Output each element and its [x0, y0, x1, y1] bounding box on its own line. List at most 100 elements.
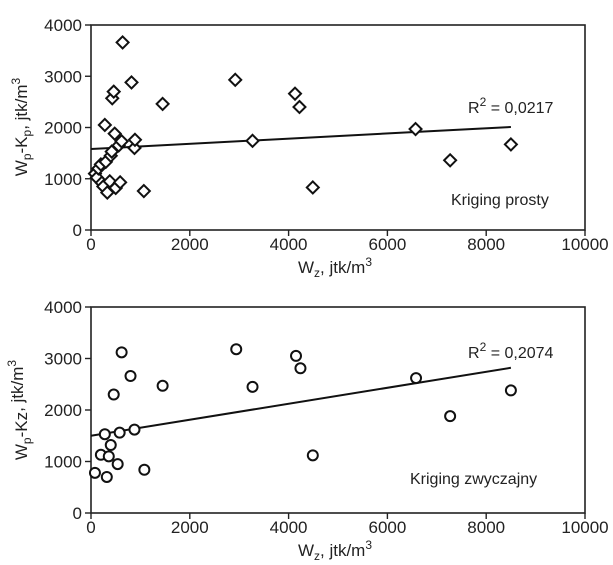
data-point-diamond [115, 35, 131, 50]
data-point-circle [290, 349, 303, 362]
y-tick-label: 1000 [44, 170, 82, 189]
y-tick-labels: 0 1000 2000 3000 4000 [44, 16, 82, 240]
data-point-diamond [114, 133, 130, 149]
data-point-circle [111, 458, 124, 471]
x-tick-label: 10000 [561, 518, 608, 537]
data-point-circle [100, 470, 113, 483]
r-squared-exponent: 2 [480, 95, 487, 109]
y-tick-label: 4000 [44, 298, 82, 317]
x-tick-label: 2000 [171, 518, 209, 537]
data-point-circle [102, 450, 115, 463]
data-point-diamond [112, 174, 128, 190]
x-tick-label: 8000 [467, 518, 505, 537]
data-point-diamond [106, 84, 122, 100]
x-axis-label: Wz, jtk/m3 [298, 538, 372, 560]
data-point-diamond [124, 74, 139, 90]
y-tick-label: 0 [73, 504, 82, 523]
data-point-circle [138, 463, 151, 476]
data-point-circle [156, 379, 169, 392]
y-axis-label-mid: -Kz [12, 412, 31, 438]
r-squared-exponent: 2 [480, 340, 487, 354]
data-point-diamond [136, 183, 152, 199]
y-axis-label-main: W [12, 160, 31, 176]
r-squared-symbol: R [468, 100, 480, 117]
y-tick-label: 3000 [44, 350, 82, 369]
data-point-circle [104, 439, 117, 452]
r-squared-value: = 0,2074 [486, 345, 553, 362]
data-point-diamond [442, 152, 458, 168]
data-point-diamond [97, 117, 113, 133]
y-axis-label-sub1: p [20, 153, 34, 160]
data-point-diamond [127, 132, 143, 148]
data-point-circle [246, 380, 259, 393]
data-point-diamond [287, 86, 303, 102]
legend-label: Kriging zwyczajny [410, 471, 537, 488]
r-squared-label: R2 = 0,0217 [468, 95, 554, 117]
data-point-circle [113, 426, 126, 439]
x-tick-label: 0 [86, 518, 95, 537]
x-axis-label-unit: , jtk/m [320, 541, 365, 560]
data-point-diamond [107, 126, 123, 142]
x-axis-label-sub: z [314, 549, 320, 560]
data-point-circle [107, 388, 120, 401]
y-axis-label: Wp-Kp, jtk/m3 [9, 77, 34, 176]
y-axis-label-sup: 3 [5, 360, 19, 367]
y-axis-label-sup: 3 [9, 77, 23, 84]
tick-marks [85, 306, 586, 519]
x-tick-labels: 0 2000 4000 6000 8000 10000 [86, 518, 608, 537]
x-tick-label: 6000 [368, 235, 406, 254]
x-tick-label: 10000 [561, 235, 608, 254]
data-point-circle [115, 346, 128, 359]
chart-panel-kriging-prosty: 0 2000 4000 6000 8000 10000 0 1000 2000 … [9, 16, 609, 280]
y-tick-label: 3000 [44, 67, 82, 86]
x-tick-label: 4000 [270, 518, 308, 537]
y-axis-label-unit: , jtk/m [8, 367, 27, 412]
y-tick-label: 2000 [44, 401, 82, 420]
y-tick-label: 1000 [44, 453, 82, 472]
chart-panel-kriging-zwyczajny: 0 2000 4000 6000 8000 10000 0 1000 2000 … [5, 298, 609, 563]
x-axis-label-sub: z [314, 266, 320, 280]
y-axis-label-main: W [12, 444, 31, 460]
data-point-diamond [292, 99, 307, 115]
data-point-circle [98, 428, 111, 441]
y-axis-label-sub2: p [20, 129, 34, 136]
data-points [87, 35, 519, 201]
y-axis-label-unit: , jtk/m [12, 84, 31, 129]
r-squared-value: = 0,0217 [486, 100, 553, 117]
x-axis-label-main: W [298, 258, 314, 277]
x-tick-labels: 0 2000 4000 6000 8000 10000 [86, 235, 608, 254]
y-axis-label-sub1: p [20, 437, 34, 444]
tick-marks [85, 24, 586, 236]
data-point-diamond [503, 136, 519, 152]
data-point-circle [230, 343, 243, 356]
data-point-diamond [305, 180, 321, 195]
x-axis-label-sup: 3 [365, 255, 372, 269]
x-tick-label: 6000 [368, 518, 406, 537]
trendline [90, 125, 511, 151]
y-axis-label-mid: -K [12, 136, 31, 154]
x-axis-label: Wz, jtk/m3 [298, 255, 372, 280]
y-tick-labels: 0 1000 2000 3000 4000 [44, 298, 82, 523]
data-point-circle [444, 410, 457, 423]
r-squared-symbol: R [468, 345, 480, 362]
trendline [90, 366, 512, 437]
data-point-diamond [408, 121, 423, 137]
x-tick-label: 0 [86, 235, 95, 254]
x-tick-label: 2000 [171, 235, 209, 254]
y-tick-label: 2000 [44, 119, 82, 138]
data-point-circle [410, 372, 423, 385]
data-points [88, 343, 517, 483]
legend-label: Kriging prosty [451, 192, 549, 209]
data-point-diamond [155, 96, 171, 112]
data-point-circle [124, 370, 137, 383]
y-axis-label: Wp-Kz, jtk/m3 [5, 360, 34, 461]
data-point-circle [88, 466, 101, 479]
x-tick-label: 8000 [467, 235, 505, 254]
y-tick-label: 4000 [44, 16, 82, 35]
data-point-diamond [127, 140, 142, 156]
y-tick-label: 0 [73, 221, 82, 240]
data-point-circle [504, 384, 517, 397]
x-axis-label-sup: 3 [365, 538, 372, 552]
